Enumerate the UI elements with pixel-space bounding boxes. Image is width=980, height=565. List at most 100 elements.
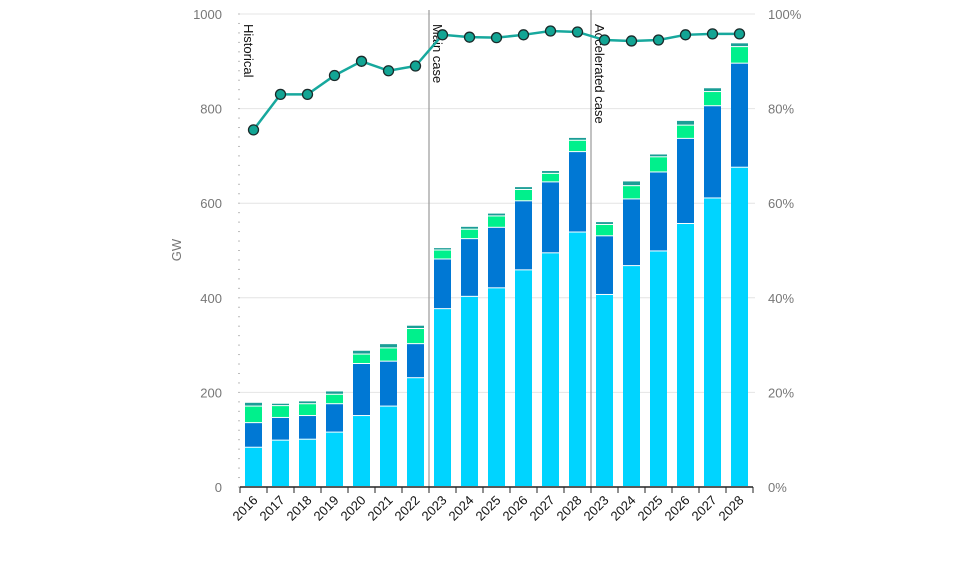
bar-segment-2 (704, 92, 721, 106)
line-point (328, 69, 341, 82)
line-point (652, 34, 665, 46)
bar-segment-3 (461, 226, 478, 229)
x-tick-label: 2018 (284, 493, 315, 524)
x-tick-label: 2027 (527, 493, 558, 524)
y2-tick-label: 80% (768, 102, 794, 117)
x-tick-label: 2024 (608, 493, 639, 524)
y-axis-label: GW (169, 238, 184, 261)
bar-segment-1 (353, 364, 370, 416)
bar-segment-2 (272, 406, 289, 417)
x-tick-label: 2024 (446, 493, 477, 524)
bar-segment-2 (623, 186, 640, 199)
bar-segment-3 (515, 187, 532, 189)
bar-segment-3 (488, 213, 505, 216)
bar-segment-2 (650, 157, 667, 172)
bar-segment-2 (407, 329, 424, 344)
bar-segment-1 (326, 404, 343, 432)
bar-segment-1 (731, 63, 748, 167)
line-point (517, 29, 530, 41)
bar-segment-0 (272, 440, 289, 486)
bar-segment-0 (434, 309, 451, 486)
line-point (355, 55, 368, 67)
bar-segment-0 (461, 296, 478, 486)
bar-segment-1 (650, 172, 667, 251)
bar-segment-1 (407, 344, 424, 378)
bar-segment-1 (542, 182, 559, 253)
bar-segment-3 (542, 171, 559, 173)
bar-segment-2 (434, 250, 451, 259)
bar-segment-3 (299, 401, 316, 404)
bar-segment-1 (434, 259, 451, 309)
bar-segment-0 (704, 198, 721, 486)
y-tick-label: 0 (215, 480, 222, 495)
bar-segment-0 (299, 439, 316, 486)
x-tick-label: 2022 (392, 493, 423, 524)
gridlines (240, 13, 755, 393)
y2-tick-label: 40% (768, 291, 794, 306)
x-tick-label: 2028 (716, 493, 747, 524)
percent-line (247, 25, 746, 136)
bar-segment-2 (569, 140, 586, 152)
bar-segment-0 (542, 253, 559, 486)
bar-segment-3 (434, 248, 451, 250)
bar-segment-1 (245, 423, 262, 447)
x-tick-label: 2025 (473, 493, 504, 524)
bar-segment-2 (353, 354, 370, 364)
line-point (436, 29, 449, 41)
bar-segment-0 (407, 378, 424, 486)
bar-segment-2 (380, 348, 397, 361)
bar-segment-3 (731, 43, 748, 47)
bar-segment-2 (461, 229, 478, 239)
x-tick-label: 2020 (338, 493, 369, 524)
x-tick-label: 2021 (365, 493, 396, 524)
bar-segment-3 (353, 350, 370, 354)
x-tick-label: 2025 (635, 493, 666, 524)
x-tick-label: 2026 (500, 493, 531, 524)
line-point (490, 32, 503, 44)
line-point (544, 25, 557, 37)
bar-segment-0 (596, 294, 613, 486)
x-tick-label: 2026 (662, 493, 693, 524)
bar-segment-0 (380, 406, 397, 486)
bar-segment-2 (677, 125, 694, 138)
line-point (571, 26, 584, 38)
bar-segment-3 (569, 137, 586, 140)
line-point (679, 29, 692, 41)
x-tick-label: 2023 (419, 493, 450, 524)
bar-segment-3 (245, 402, 262, 406)
line-point (706, 28, 719, 40)
bar-segment-2 (596, 224, 613, 236)
bar-segment-1 (272, 417, 289, 440)
x-tick-label: 2023 (581, 493, 612, 524)
bar-segment-3 (677, 120, 694, 125)
bar-segment-0 (650, 251, 667, 486)
y-tick-label: 600 (200, 196, 222, 211)
bar-segment-1 (299, 416, 316, 439)
bar-segment-3 (596, 222, 613, 224)
bar-segment-3 (650, 154, 667, 157)
bar-segment-1 (569, 152, 586, 232)
bar-segment-1 (461, 239, 478, 296)
bar-segment-1 (596, 236, 613, 294)
bar-segment-0 (623, 266, 640, 486)
bar-segment-1 (677, 138, 694, 224)
bar-segment-0 (569, 232, 586, 486)
bar-segment-2 (542, 173, 559, 182)
y-tick-label: 200 (200, 385, 222, 400)
y2-tick-label: 20% (768, 385, 794, 400)
line-point (274, 88, 287, 101)
y2-tick-label: 0% (768, 480, 787, 495)
bar-segment-1 (623, 199, 640, 266)
x-tick-label: 2028 (554, 493, 585, 524)
y2-tick-label: 100% (768, 7, 802, 22)
line-point (733, 28, 746, 40)
bar-segment-2 (245, 406, 262, 423)
line-point (409, 60, 422, 72)
x-tick-label: 2019 (311, 493, 342, 524)
y-tick-label: 400 (200, 291, 222, 306)
line-series (252, 29, 740, 131)
bar-segment-1 (380, 361, 397, 406)
line-point (625, 35, 638, 47)
line-point (247, 124, 260, 136)
